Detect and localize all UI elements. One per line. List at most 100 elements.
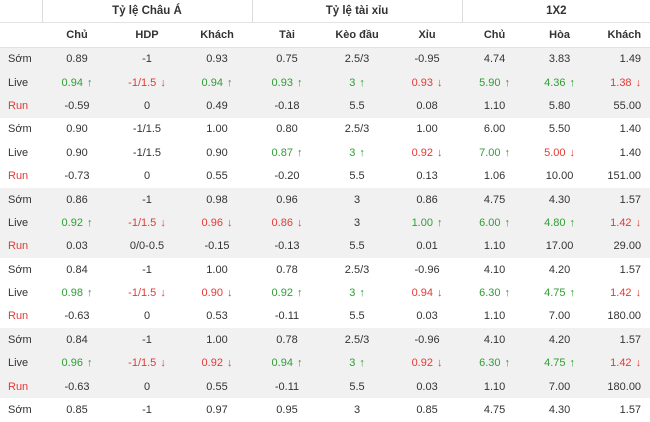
under-odds-cell: -0.95 [392,47,463,71]
odds-value: 4.20 [548,333,571,346]
hdp-line-cell: -1 [112,328,182,352]
arrow-up-icon: ↑ [86,357,93,370]
arrow-up-icon: ↑ [296,146,303,159]
away-win-odds-cell: 55.00 [592,94,650,118]
home-odds-cell: 0.85 [42,398,112,421]
arrow-down-icon: ↓ [436,287,443,300]
total-line-cell: 3 ↑ [322,141,392,164]
odds-value: 0.94 [201,76,223,89]
odds-row-run: Run -0.63 0 0.55 -0.11 5.5 0.03 1.10 7.00 180.00 [0,374,650,399]
under-odds-cell: 0.01 [392,234,463,259]
odds-value: 0.86 [271,216,293,229]
total-line-cell: 3 [322,211,393,235]
hdp-line-cell: -1/1.5 ↓ [112,211,182,235]
odds-value: 4.75 [483,404,506,417]
away-win-odds-cell: 29.00 [592,234,650,259]
hdp-line-cell: 0 [112,305,182,328]
odds-row-som: Sớm 0.84 -1 1.00 0.78 2.5/3 -0.96 4.10 4.20 1.57 [0,258,650,281]
row-label: Run [0,374,42,399]
odds-value: 1.10 [483,240,506,253]
row-label: Live [0,70,42,95]
under-odds-cell: 0.85 [392,398,462,421]
odds-value: -1/1.5 [132,123,162,136]
home-odds-cell: 0.94 ↑ [42,70,112,95]
away-win-odds-cell: 1.57 [592,187,650,212]
odds-value: 1.00 [411,216,433,229]
odds-value: -0.95 [414,53,440,66]
odds-value: 0.92 [411,146,433,159]
odds-row-run: Run -0.63 0 0.53 -0.11 5.5 0.03 1.10 7.00 180.00 [0,305,650,328]
over-odds-cell: -0.11 [252,305,322,328]
away-win-odds-cell: 1.57 [592,328,650,352]
draw-odds-cell: 5.00 ↓ [527,141,592,164]
arrow-down-icon: ↓ [160,76,166,89]
away-win-odds-cell: 1.40 [592,118,650,141]
arrow-down-icon: ↓ [160,216,166,229]
arrow-down-icon: ↓ [226,216,233,229]
arrow-down-icon: ↓ [569,146,576,159]
odds-row-som: Sớm 0.86 -1 0.98 0.96 3 0.86 4.75 4.30 1.57 [0,187,650,212]
odds-value: 0.93 [411,76,433,89]
odds-value: 4.75 [483,193,506,206]
home-win-odds-cell: 4.75 [462,398,527,421]
odds-value: 1.57 [619,193,642,206]
arrow-up-icon: ↑ [296,76,303,89]
odds-row-som: Sớm 0.89 -1 0.93 0.75 2.5/3 -0.95 4.74 3.83 1.49 [0,47,650,71]
arrow-up-icon: ↑ [86,76,93,89]
odds-row-live: Live 0.90 -1/1.5 0.90 0.87 ↑ 3 ↑ 0.92 ↓ 7.00 ↑ 5.00 ↓… [0,141,650,164]
odds-row-som: Sớm 0.85 -1 0.97 0.95 3 0.85 4.75 4.30 1.57 [0,398,650,421]
odds-value: 1.10 [483,310,506,323]
draw-odds-cell: 4.75 ↑ [527,351,593,375]
home-odds-cell: 0.84 [42,328,112,352]
column-header-under: Xỉu [392,22,463,48]
odds-value: 0.08 [416,99,438,112]
home-win-odds-cell: 7.00 ↑ [462,141,527,164]
total-line-cell: 3 ↑ [322,70,393,95]
column-header-line: Kèo đầu [322,22,393,48]
odds-row-run: Run -0.59 0 0.49 -0.18 5.5 0.08 1.10 5.80 55.00 [0,94,650,118]
home-win-odds-cell: 4.74 [462,47,528,71]
odds-value: 1.42 [610,216,632,229]
odds-value: 6.30 [479,357,501,370]
odds-value: 0.84 [66,263,88,276]
away-win-odds-cell: 1.57 [592,398,650,421]
odds-value: 0.84 [66,333,88,346]
odds-value: 2.5/3 [344,53,370,66]
away-odds-cell: 0.96 ↓ [182,211,253,235]
row-label: Run [8,170,29,183]
odds-value: 0.98 [206,193,228,206]
odds-value: 7.00 [548,380,571,393]
under-odds-cell: 0.86 [392,187,463,212]
odds-value: 4.10 [483,333,506,346]
odds-value: 1.57 [619,263,642,276]
over-odds-cell: -0.20 [252,164,322,187]
arrow-up-icon: ↑ [569,357,576,370]
odds-value: -0.20 [274,170,300,183]
arrow-up-icon: ↑ [359,357,365,370]
total-line-cell: 2.5/3 [322,47,393,71]
home-win-odds-cell: 4.75 [462,187,528,212]
odds-value: 0.92 [61,216,83,229]
under-odds-cell: -0.96 [392,258,462,281]
odds-value: 0.01 [416,240,438,253]
odds-value: -0.73 [64,170,90,183]
away-odds-cell: 0.92 ↓ [182,351,253,375]
away-win-odds-cell: 1.42 ↓ [592,351,650,375]
away-odds-cell: 0.93 [182,47,253,71]
under-odds-cell: 0.92 ↓ [392,141,462,164]
column-header-row: Chủ HDP Khách Tài Kèo đầu Xỉu Chủ Hòa Kh… [0,22,650,48]
under-odds-cell: 1.00 [392,118,462,141]
home-odds-cell: 0.03 [42,234,112,259]
over-odds-cell: 0.78 [252,328,323,352]
odds-value: 7.00 [548,310,571,323]
home-win-odds-cell: 1.10 [462,305,527,328]
odds-value: -1/1.5 [128,216,157,229]
odds-value: 1.00 [416,123,438,136]
odds-value: 1.57 [619,404,642,417]
row-label: Sớm [8,263,32,276]
odds-value: 0.86 [416,193,438,206]
under-odds-cell: 0.94 ↓ [392,281,462,304]
odds-value: 5.5 [349,170,365,183]
away-win-odds-cell: 1.49 [592,47,650,71]
row-label: Run [0,234,42,259]
